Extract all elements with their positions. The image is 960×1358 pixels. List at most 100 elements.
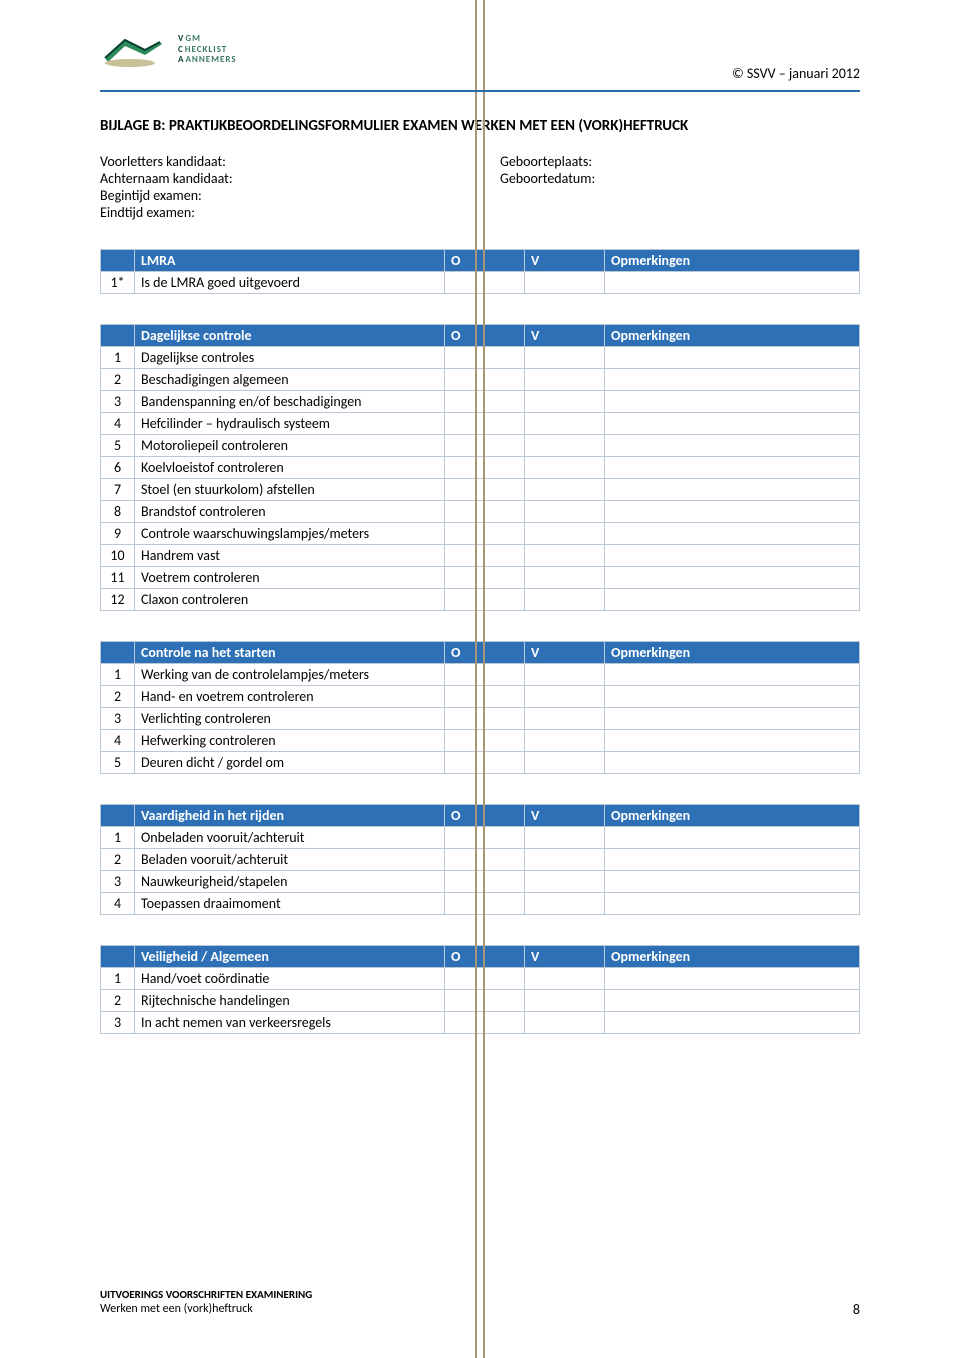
- row-op-cell: [605, 708, 860, 730]
- table-row: 1Hand/voet coördinatie: [101, 968, 860, 990]
- assessment-table: Veiligheid / AlgemeenOVOpmerkingen1Hand/…: [100, 945, 860, 1034]
- table-row: 2Hand- en voetrem controleren: [101, 686, 860, 708]
- row-number: 3: [101, 1012, 135, 1034]
- row-description: Deuren dicht / gordel om: [135, 752, 445, 774]
- table-row: 4Hefwerking controleren: [101, 730, 860, 752]
- row-op-cell: [605, 369, 860, 391]
- table-header-row: Vaardigheid in het rijdenOVOpmerkingen: [101, 805, 860, 827]
- col-title-header: Veiligheid / Algemeen: [135, 946, 445, 968]
- page-title: BIJLAGE B: PRAKTIJKBEOORDELINGSFORMULIER…: [100, 117, 860, 135]
- row-v-cell: [525, 589, 605, 611]
- row-v-cell: [525, 567, 605, 589]
- logo-line-rest: ANNEMERS: [185, 55, 236, 66]
- table-row: 1Dagelijkse controles: [101, 347, 860, 369]
- row-description: Claxon controleren: [135, 589, 445, 611]
- row-number: 3: [101, 391, 135, 413]
- table-row: 2Rijtechnische handelingen: [101, 990, 860, 1012]
- row-description: Dagelijkse controles: [135, 347, 445, 369]
- table-row: 5Deuren dicht / gordel om: [101, 752, 860, 774]
- row-description: Controle waarschuwingslampjes/meters: [135, 523, 445, 545]
- row-op-cell: [605, 479, 860, 501]
- row-number: 1: [101, 347, 135, 369]
- row-description: Toepassen draaimoment: [135, 893, 445, 915]
- logo-line-first: V: [178, 34, 183, 45]
- col-v-header: V: [525, 805, 605, 827]
- row-number: 10: [101, 545, 135, 567]
- meta-begintijd: Begintijd examen:: [100, 187, 460, 204]
- col-v-header: V: [525, 325, 605, 347]
- col-op-header: Opmerkingen: [605, 325, 860, 347]
- row-v-cell: [525, 686, 605, 708]
- page: V GM C HECKLIST A ANNEMERS © SSVV – janu…: [0, 0, 960, 1358]
- row-op-cell: [605, 567, 860, 589]
- row-o-cell: [445, 369, 525, 391]
- col-o-header: O: [445, 250, 525, 272]
- assessment-table: Dagelijkse controleOVOpmerkingen1Dagelij…: [100, 324, 860, 611]
- row-description: Stoel (en stuurkolom) afstellen: [135, 479, 445, 501]
- col-o-header: O: [445, 805, 525, 827]
- row-o-cell: [445, 893, 525, 915]
- col-title-header: Vaardigheid in het rijden: [135, 805, 445, 827]
- col-v-header: V: [525, 250, 605, 272]
- row-number: 2: [101, 990, 135, 1012]
- row-description: Werking van de controlelampjes/meters: [135, 664, 445, 686]
- row-v-cell: [525, 664, 605, 686]
- meta-eindtijd: Eindtijd examen:: [100, 204, 460, 221]
- row-o-cell: [445, 479, 525, 501]
- row-o-cell: [445, 708, 525, 730]
- row-number: 1: [101, 664, 135, 686]
- row-v-cell: [525, 523, 605, 545]
- row-v-cell: [525, 827, 605, 849]
- col-o-header: O: [445, 325, 525, 347]
- row-description: Rijtechnische handelingen: [135, 990, 445, 1012]
- row-description: Handrem vast: [135, 545, 445, 567]
- row-o-cell: [445, 567, 525, 589]
- row-v-cell: [525, 413, 605, 435]
- row-v-cell: [525, 479, 605, 501]
- row-number: 6: [101, 457, 135, 479]
- content-area: BIJLAGE B: PRAKTIJKBEOORDELINGSFORMULIER…: [0, 92, 960, 1104]
- row-op-cell: [605, 752, 860, 774]
- table-row: 6Koelvloeistof controleren: [101, 457, 860, 479]
- row-op-cell: [605, 827, 860, 849]
- meta-geboortedatum: Geboortedatum:: [500, 170, 860, 187]
- row-o-cell: [445, 686, 525, 708]
- row-o-cell: [445, 664, 525, 686]
- row-number: 8: [101, 501, 135, 523]
- row-v-cell: [525, 369, 605, 391]
- logo-graphic: [100, 30, 170, 70]
- row-op-cell: [605, 990, 860, 1012]
- col-title-header: LMRA: [135, 250, 445, 272]
- row-o-cell: [445, 730, 525, 752]
- col-num-header: [101, 642, 135, 664]
- row-number: 4: [101, 893, 135, 915]
- row-number: 2: [101, 686, 135, 708]
- table-row: 3Nauwkeurigheid/stapelen: [101, 871, 860, 893]
- row-o-cell: [445, 413, 525, 435]
- row-o-cell: [445, 752, 525, 774]
- col-num-header: [101, 805, 135, 827]
- row-v-cell: [525, 871, 605, 893]
- row-v-cell: [525, 893, 605, 915]
- col-num-header: [101, 325, 135, 347]
- col-op-header: Opmerkingen: [605, 946, 860, 968]
- row-op-cell: [605, 968, 860, 990]
- col-o-header: O: [445, 642, 525, 664]
- row-v-cell: [525, 457, 605, 479]
- row-v-cell: [525, 501, 605, 523]
- footer-text: UITVOERINGS VOORSCHRIFTEN EXAMINERING We…: [100, 1288, 312, 1318]
- row-o-cell: [445, 272, 525, 294]
- table-row: 7Stoel (en stuurkolom) afstellen: [101, 479, 860, 501]
- row-description: Nauwkeurigheid/stapelen: [135, 871, 445, 893]
- row-o-cell: [445, 523, 525, 545]
- row-description: Beladen vooruit/achteruit: [135, 849, 445, 871]
- tables-container: LMRAOVOpmerkingen1*Is de LMRA goed uitge…: [100, 249, 860, 1034]
- row-v-cell: [525, 1012, 605, 1034]
- row-number: 1*: [101, 272, 135, 294]
- row-number: 9: [101, 523, 135, 545]
- row-o-cell: [445, 849, 525, 871]
- table-row: 4Hefcilinder – hydraulisch systeem: [101, 413, 860, 435]
- row-op-cell: [605, 730, 860, 752]
- row-o-cell: [445, 457, 525, 479]
- row-v-cell: [525, 968, 605, 990]
